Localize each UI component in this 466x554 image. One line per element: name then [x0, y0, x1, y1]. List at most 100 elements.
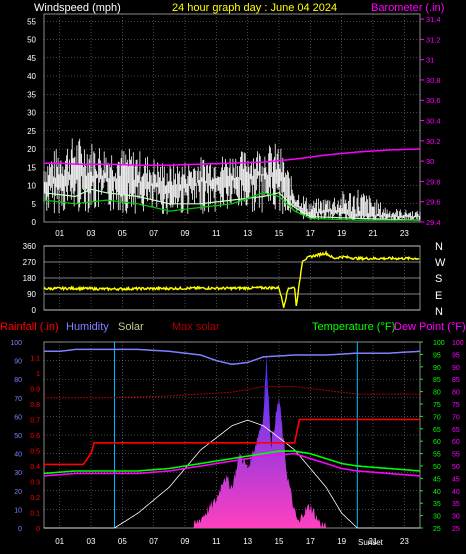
solar-curve-series	[44, 419, 420, 529]
uv-radiation-area	[192, 352, 326, 528]
rain-temp-solar-panel: 010203040506070809010000.10.20.30.40.50.…	[10, 340, 463, 546]
x-tick-label: 13	[243, 537, 252, 546]
temp-tick-label: 25	[433, 526, 441, 533]
windspeed-series	[43, 138, 421, 221]
rain-tick-label: 0.7	[30, 418, 40, 425]
x-tick-label: 01	[55, 537, 64, 546]
y-right-tick-label: 29.8	[426, 177, 441, 186]
y-right-tick-label: 31.2	[426, 35, 441, 44]
temp-tick-label: 90	[433, 365, 441, 372]
wind-direction-panel: 0 90 180 270 360	[23, 242, 421, 315]
rain-tick-label: 0	[36, 526, 40, 533]
y-right-tick-label: 30.4	[426, 117, 441, 126]
dewpoint-tick-label: 85	[452, 377, 460, 384]
legend-max-solar: Max solar	[172, 321, 220, 333]
legend-dew-point: Dew Point (°F)	[394, 321, 466, 333]
x-tick-label: 01	[55, 229, 64, 238]
y-tick-label: 0	[32, 218, 37, 227]
humidity-series	[44, 348, 421, 366]
humidity-tick-label: 10	[14, 507, 22, 514]
x-tick-label: 21	[369, 537, 378, 546]
barometer-series	[44, 148, 421, 166]
y-tick-label: 20	[27, 145, 36, 154]
temperature-series	[43, 450, 421, 475]
wind-average-series	[43, 188, 421, 221]
wind-panel-frame	[43, 13, 421, 223]
temp-tick-label: 100	[433, 340, 445, 347]
wind-average-green-series	[43, 192, 420, 221]
y-tick-label: 40	[27, 72, 36, 81]
temp-tick-label: 65	[433, 427, 441, 434]
humidity-tick-label: 30	[14, 470, 22, 477]
x-tick-label: 09	[181, 537, 190, 546]
dew-point-series	[43, 452, 421, 477]
rain-tick-label: 0.6	[30, 433, 40, 440]
y-right-tick-label: 29.4	[426, 218, 441, 227]
dewpoint-tick-label: 50	[452, 464, 460, 471]
humidity-tick-label: 90	[14, 359, 22, 366]
temp-tick-label: 80	[433, 390, 441, 397]
y-tick-label: 25	[27, 127, 36, 136]
dewpoint-tick-label: 90	[452, 365, 460, 372]
humidity-tick-label: 0	[18, 526, 22, 533]
y-right-tick-label: 30.2	[426, 137, 441, 146]
x-tick-label: 07	[149, 229, 158, 238]
dewpoint-tick-label: 75	[452, 402, 460, 409]
humidity-tick-label: 60	[14, 414, 22, 421]
y-tick-label: 360	[23, 242, 37, 251]
y-tick-label: 5	[32, 200, 37, 209]
y-tick-label: 15	[27, 163, 36, 172]
x-tick-label: 11	[212, 229, 221, 238]
dewpoint-tick-label: 55	[452, 452, 460, 459]
temp-tick-label: 55	[433, 452, 441, 459]
y-right-tick-label: 29.6	[426, 198, 441, 207]
barometer-axis-title: Barometer (.in)	[371, 2, 444, 14]
rain-tick-label: 0.2	[30, 495, 40, 502]
x-tick-label: 13	[243, 229, 252, 238]
compass-label: S	[435, 273, 442, 285]
y-right-tick-label: 30.6	[426, 96, 441, 105]
x-tick-label: 05	[118, 229, 127, 238]
y-tick-label: 45	[27, 54, 36, 63]
y-tick-label: 35	[27, 90, 36, 99]
humidity-tick-label: 40	[14, 452, 22, 459]
dewpoint-tick-label: 95	[452, 352, 460, 359]
y-right-tick-label: 31	[426, 56, 434, 65]
x-tick-label: 03	[87, 537, 96, 546]
y-tick-label: 30	[27, 109, 36, 118]
y-tick-label: 180	[23, 274, 37, 283]
dewpoint-tick-label: 40	[452, 489, 460, 496]
y-tick-label: 0	[32, 306, 37, 315]
x-tick-label: 15	[275, 229, 284, 238]
x-tick-label: 17	[306, 537, 315, 546]
temp-tick-label: 30	[433, 514, 441, 521]
rain-tick-label: 0.9	[30, 387, 40, 394]
dewpoint-tick-label: 80	[452, 390, 460, 397]
rain-tick-label: 0.3	[30, 480, 40, 487]
legend-humidity: Humidity	[66, 321, 109, 333]
temp-tick-label: 35	[433, 501, 441, 508]
windspeed-axis-title: Windspeed (mph)	[34, 2, 121, 14]
y-tick-label: 10	[27, 182, 36, 191]
wind-barometer-panel: 051015202530354045505529.429.629.83030.2…	[27, 13, 441, 238]
temp-tick-label: 40	[433, 489, 441, 496]
compass-label: E	[435, 290, 442, 302]
y-right-tick-label: 30.8	[426, 76, 441, 85]
x-tick-label: 19	[337, 229, 346, 238]
dewpoint-tick-label: 30	[452, 514, 460, 521]
compass-label: N	[435, 306, 443, 318]
rain-tick-label: 0.4	[30, 464, 40, 471]
y-tick-label: 50	[27, 36, 36, 45]
compass-label: N	[435, 241, 443, 253]
temp-tick-label: 75	[433, 402, 441, 409]
x-tick-label: 11	[212, 537, 221, 546]
sunset-label: Sunset	[358, 538, 384, 547]
humidity-tick-label: 50	[14, 433, 22, 440]
dewpoint-tick-label: 25	[452, 526, 460, 533]
temp-tick-label: 45	[433, 476, 441, 483]
x-tick-label: 17	[306, 229, 315, 238]
rain-tick-label: 0.8	[30, 402, 40, 409]
temp-tick-label: 60	[433, 439, 441, 446]
x-tick-label: 23	[400, 229, 409, 238]
